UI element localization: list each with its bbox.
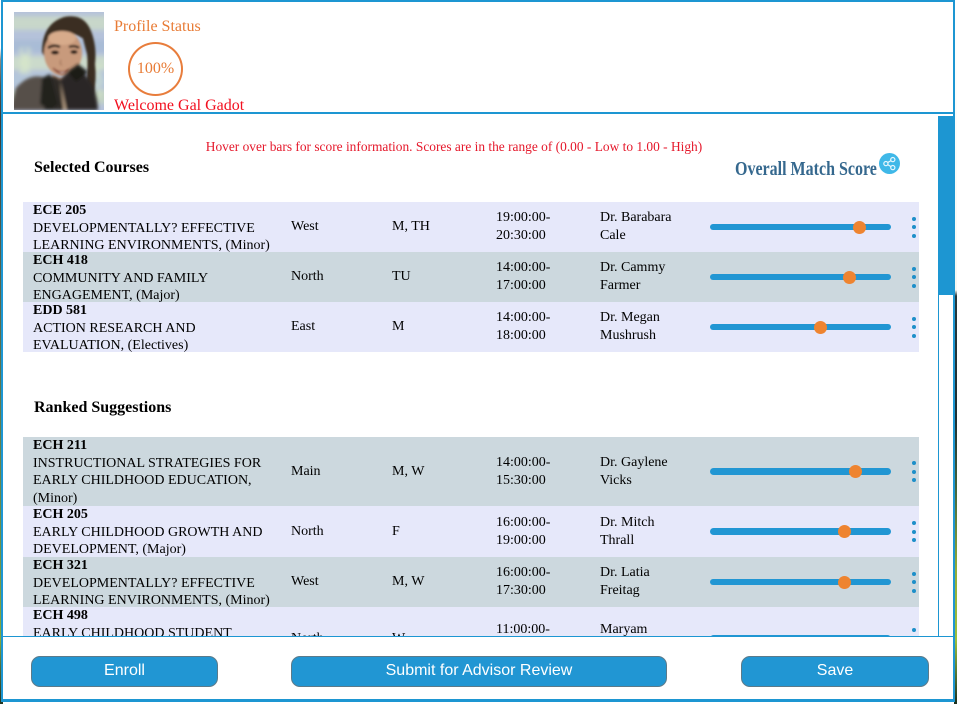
svg-text:MIC: MIC — [17, 46, 34, 74]
